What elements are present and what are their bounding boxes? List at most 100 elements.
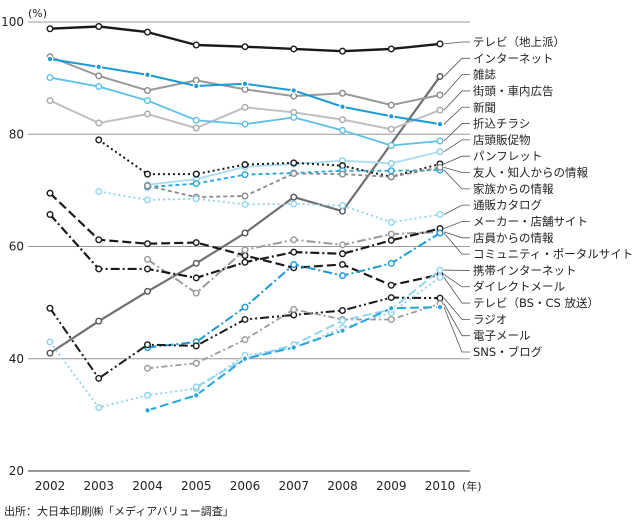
data-point bbox=[143, 406, 151, 414]
series-2 bbox=[46, 53, 444, 109]
data-point bbox=[290, 113, 298, 121]
legend-label: 電子メール bbox=[473, 329, 531, 343]
legend-label: ダイレクトメール bbox=[473, 280, 565, 294]
data-point bbox=[192, 391, 200, 399]
data-point bbox=[387, 45, 395, 53]
series-18 bbox=[192, 266, 444, 391]
data-point bbox=[192, 274, 200, 282]
y-tick-label: 40 bbox=[9, 352, 24, 366]
legend-label: 通販カタログ bbox=[473, 198, 542, 212]
data-point bbox=[436, 229, 444, 237]
data-point bbox=[241, 355, 249, 363]
data-point bbox=[241, 80, 249, 88]
data-point bbox=[339, 202, 347, 210]
series-13 bbox=[46, 211, 444, 282]
data-point bbox=[46, 97, 54, 105]
x-tick-label: 2008 bbox=[327, 479, 358, 493]
data-point bbox=[241, 120, 249, 128]
data-point bbox=[46, 304, 54, 312]
series-14 bbox=[143, 229, 444, 352]
data-point bbox=[290, 248, 298, 256]
series-layer bbox=[46, 22, 444, 414]
series-line bbox=[147, 150, 441, 186]
legend-label: 雑誌 bbox=[473, 68, 496, 82]
data-point bbox=[290, 86, 298, 94]
leader-line bbox=[443, 41, 470, 45]
data-point bbox=[290, 200, 298, 208]
leader-line bbox=[443, 106, 470, 125]
x-tick-label: 2007 bbox=[278, 479, 309, 493]
series-16 bbox=[143, 300, 444, 372]
data-point bbox=[143, 182, 151, 190]
data-point bbox=[339, 327, 347, 335]
data-point bbox=[192, 383, 200, 391]
legend-label: メーカー・店舗サイト bbox=[473, 214, 588, 228]
data-point bbox=[46, 338, 54, 346]
leader-line bbox=[443, 297, 470, 320]
series-0 bbox=[46, 22, 444, 55]
y-tick-label: 60 bbox=[9, 240, 24, 254]
data-point bbox=[241, 43, 249, 51]
data-point bbox=[436, 303, 444, 311]
data-point bbox=[339, 306, 347, 314]
legend-label: コミュニティ・ポータルサイト bbox=[473, 247, 633, 261]
data-point bbox=[143, 391, 151, 399]
data-point bbox=[241, 246, 249, 254]
leader-line bbox=[443, 57, 470, 77]
data-point bbox=[95, 187, 103, 195]
legend-label: 友人・知人からの情報 bbox=[473, 166, 588, 180]
leader-line bbox=[443, 306, 470, 353]
data-point bbox=[436, 273, 444, 281]
data-point bbox=[192, 116, 200, 124]
data-point bbox=[143, 71, 151, 79]
data-point bbox=[143, 97, 151, 105]
legend-label: 店頭販促物 bbox=[473, 133, 531, 147]
data-point bbox=[387, 294, 395, 302]
leader-line bbox=[443, 221, 470, 229]
data-point bbox=[387, 112, 395, 120]
data-point bbox=[143, 110, 151, 118]
y-tick-label: 100 bbox=[1, 15, 24, 29]
data-point bbox=[46, 189, 54, 197]
data-point bbox=[241, 251, 249, 259]
data-point bbox=[143, 265, 151, 273]
data-point bbox=[290, 159, 298, 167]
data-point bbox=[95, 72, 103, 80]
data-point bbox=[339, 89, 347, 97]
y-tick-label: 20 bbox=[9, 464, 24, 478]
data-point bbox=[387, 141, 395, 149]
data-point bbox=[143, 255, 151, 263]
data-point bbox=[290, 305, 298, 313]
data-point bbox=[436, 266, 444, 274]
data-point bbox=[241, 171, 249, 179]
data-point bbox=[95, 119, 103, 127]
data-point bbox=[436, 294, 444, 302]
data-point bbox=[143, 341, 151, 349]
x-tick-label: 2010 bbox=[425, 479, 456, 493]
data-point bbox=[143, 240, 151, 248]
data-point bbox=[436, 106, 444, 114]
leader-line bbox=[443, 90, 470, 111]
data-point bbox=[387, 218, 395, 226]
source-note: 出所：大日本印刷㈱「メディアバリュー調査」 bbox=[4, 505, 234, 518]
data-point bbox=[436, 163, 444, 171]
data-point bbox=[436, 148, 444, 156]
data-point bbox=[436, 91, 444, 99]
data-point bbox=[339, 272, 347, 280]
data-point bbox=[387, 236, 395, 244]
leader-line bbox=[443, 169, 470, 190]
data-point bbox=[290, 260, 298, 268]
legend-label: 新聞 bbox=[473, 100, 496, 114]
x-tick-label: 2004 bbox=[132, 479, 163, 493]
legend-label: 折込チラシ bbox=[473, 117, 530, 131]
leader-line bbox=[443, 277, 470, 304]
series-4 bbox=[46, 55, 444, 128]
data-point bbox=[387, 159, 395, 167]
series-line bbox=[98, 190, 441, 224]
data-point bbox=[387, 281, 395, 289]
data-point bbox=[387, 304, 395, 312]
data-point bbox=[290, 45, 298, 53]
data-point bbox=[436, 72, 444, 80]
data-point bbox=[192, 359, 200, 367]
